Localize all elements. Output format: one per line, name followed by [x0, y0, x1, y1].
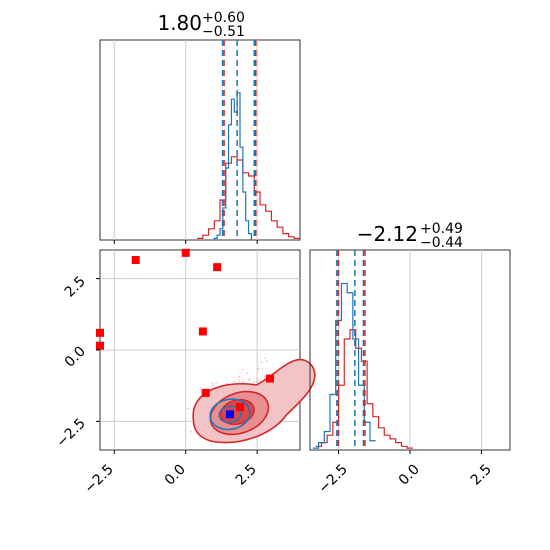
panel-bottom-left-scatter: −2.5 0.0 2.5 2.5 0.0 −2.5 [53, 248, 316, 497]
br-title: −2.12 +0.49 −0.44 [357, 221, 463, 251]
br-title-value: −2.12 [357, 222, 418, 246]
tl-title-plus: +0.60 [202, 10, 245, 26]
bl-ytick-label: −2.5 [53, 416, 88, 451]
bl-xtick-label: 2.5 [233, 462, 260, 489]
bl-ytick-label: 2.5 [62, 274, 89, 301]
tl-histograms [197, 92, 300, 241]
bl-sample-dot [239, 371, 242, 374]
bl-points [96, 248, 274, 419]
tl-title: 1.80 +0.60 −0.51 [157, 10, 244, 40]
bl-blue-point [226, 410, 234, 419]
br-title-plus: +0.49 [420, 221, 463, 237]
bl-sample-dot [238, 375, 241, 378]
bl-sample-dot [211, 384, 214, 387]
bl-sample-dot [255, 381, 258, 383]
br-title-minus: −0.44 [420, 235, 463, 251]
bl-sample-dot [264, 375, 266, 378]
panel-top-left-histogram: 1.80 +0.60 −0.51 [99, 10, 301, 244]
tl-tick-marks [113, 240, 258, 244]
bl-sample-dot [257, 368, 260, 371]
bl-sample-dot [265, 360, 268, 362]
bl-sample-dot [190, 430, 193, 433]
bl-sample-dot [263, 357, 266, 360]
br-xtick-label: 2.5 [468, 462, 495, 489]
bl-x-tick-labels: −2.5 0.0 2.5 [81, 462, 259, 497]
bl-sample-dot [249, 378, 252, 380]
bl-contours [192, 358, 316, 444]
tl-quantile-lines [221, 40, 257, 240]
bl-red-point [131, 256, 140, 264]
bl-sample-dot [247, 379, 250, 381]
bl-red-point [96, 341, 104, 350]
tl-title-value: 1.80 [157, 11, 202, 35]
bl-sample-dot [241, 368, 244, 371]
bl-red-point [236, 403, 244, 412]
bl-xtick-label: 0.0 [162, 462, 189, 489]
tl-hist-blue [211, 92, 253, 241]
bl-red-point [181, 248, 190, 257]
panel-bottom-right-histogram: −2.12 +0.49 −0.44 −2.5 0.0 2.5 [309, 221, 511, 497]
bl-red-point [201, 388, 210, 397]
bl-red-point [213, 263, 222, 272]
bl-sample-dot [215, 382, 217, 385]
tl-hist-red [197, 156, 300, 239]
bl-red-point [198, 327, 207, 336]
bl-sample-dot [199, 436, 201, 439]
br-tick-marks [338, 450, 482, 454]
bl-sample-dot [199, 387, 202, 390]
bl-sample-dot [253, 380, 256, 383]
bl-ytick-label: 0.0 [62, 344, 89, 371]
bl-sample-dot [233, 380, 236, 383]
br-gridlines [338, 250, 482, 450]
bl-sample-dot [256, 378, 259, 381]
bl-sample-dot [186, 407, 189, 410]
bl-red-point [96, 328, 104, 337]
tl-gridlines [113, 40, 258, 240]
bl-contour-blue-outer [209, 398, 251, 431]
bl-sample-dot [211, 382, 214, 385]
bl-sample-dot [260, 361, 263, 364]
br-x-tick-labels: −2.5 0.0 2.5 [315, 462, 494, 497]
br-quantile-lines [336, 250, 366, 450]
br-xtick-label: −2.5 [315, 462, 350, 497]
bl-sample-dot [233, 376, 235, 379]
bl-red-point [266, 374, 274, 383]
bl-sample-dot [261, 368, 264, 370]
bl-sample-dot [242, 380, 245, 383]
bl-y-tick-labels: 2.5 0.0 −2.5 [53, 274, 88, 451]
tl-title-minus: −0.51 [202, 24, 245, 40]
bl-contour-blue-inner [218, 405, 242, 424]
br-xtick-label: 0.0 [396, 462, 423, 489]
bl-sample-dot [238, 380, 240, 382]
bl-sample-dot [246, 372, 248, 375]
bl-xtick-label: −2.5 [81, 462, 116, 497]
bl-tick-marks [96, 278, 258, 454]
